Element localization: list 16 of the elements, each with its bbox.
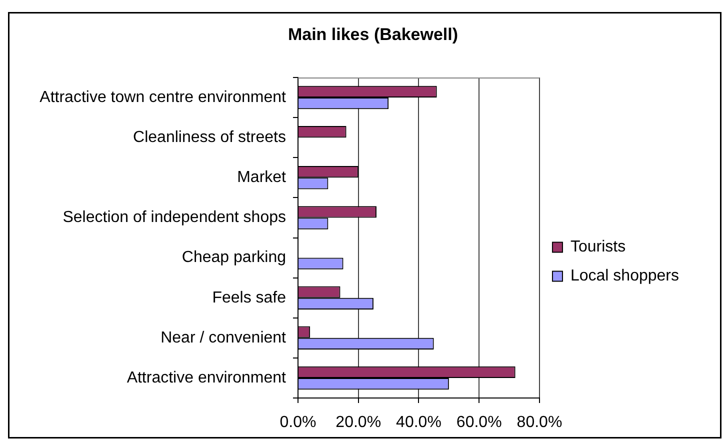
y-tick-label: Feels safe xyxy=(212,289,286,306)
y-tick-label: Cheap parking xyxy=(182,249,286,266)
y-tick-label: Selection of independent shops xyxy=(62,209,286,226)
x-tick-label: 20.0% xyxy=(336,414,382,432)
y-tick-label: Attractive environment xyxy=(126,369,287,386)
y-tick-label: Cleanliness of streets xyxy=(133,129,286,146)
legend-label: Local shoppers xyxy=(570,268,679,285)
y-tick-label: Near / convenient xyxy=(160,329,287,346)
legend-label: Tourists xyxy=(570,238,626,256)
y-tick-label: Attractive town centre environment xyxy=(40,88,287,106)
y-tick-label: Market xyxy=(237,169,287,186)
x-tick-label: 80.0% xyxy=(516,414,562,432)
chart-title: Main likes (Bakewell) xyxy=(288,25,458,45)
x-tick-label: 60.0% xyxy=(456,414,502,432)
x-tick-label: 40.0% xyxy=(396,414,442,432)
x-tick-label: 0.0% xyxy=(280,414,316,432)
